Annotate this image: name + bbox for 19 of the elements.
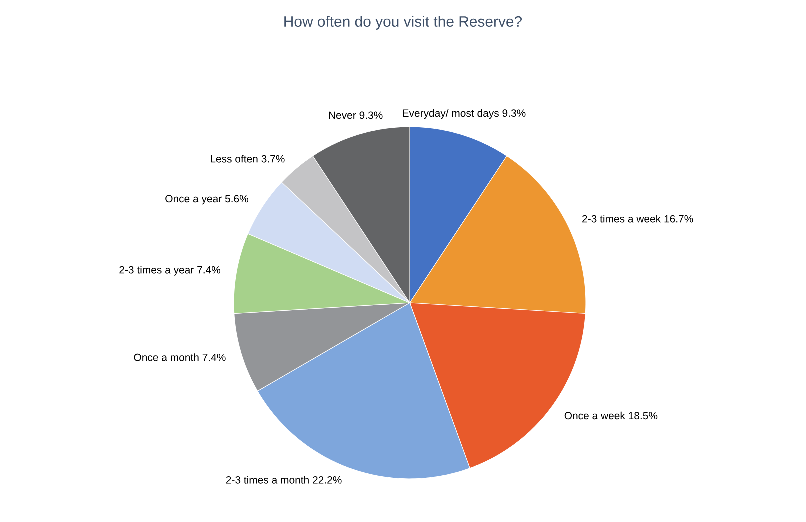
data-label: 9.3% xyxy=(502,110,526,118)
slice-label: Less often xyxy=(211,155,258,163)
slice-label: Once a year xyxy=(166,195,222,205)
data-label: 5.6% xyxy=(225,195,248,203)
slice-label: Once a week xyxy=(564,412,626,420)
data-label: 9.3% xyxy=(360,112,383,120)
chart-title: How often do you visit the Reserve? xyxy=(284,16,522,30)
slice-label: Never xyxy=(329,112,356,120)
data-label: 7.4% xyxy=(198,266,221,274)
data-label: 16.7% xyxy=(664,215,694,223)
slice-label: 2-3 times a week xyxy=(582,215,662,223)
slice-label: 2-3 times a year xyxy=(120,266,194,276)
slice-label: Once a month xyxy=(134,354,199,362)
slice-label: 2-3 times a month xyxy=(226,476,309,484)
data-label: 3.7% xyxy=(262,155,285,163)
data-label: 7.4% xyxy=(202,354,226,362)
data-label: 22.2% xyxy=(313,476,342,484)
slice-label: Everyday/ most days xyxy=(403,109,499,120)
data-label: 18.5% xyxy=(629,412,658,420)
